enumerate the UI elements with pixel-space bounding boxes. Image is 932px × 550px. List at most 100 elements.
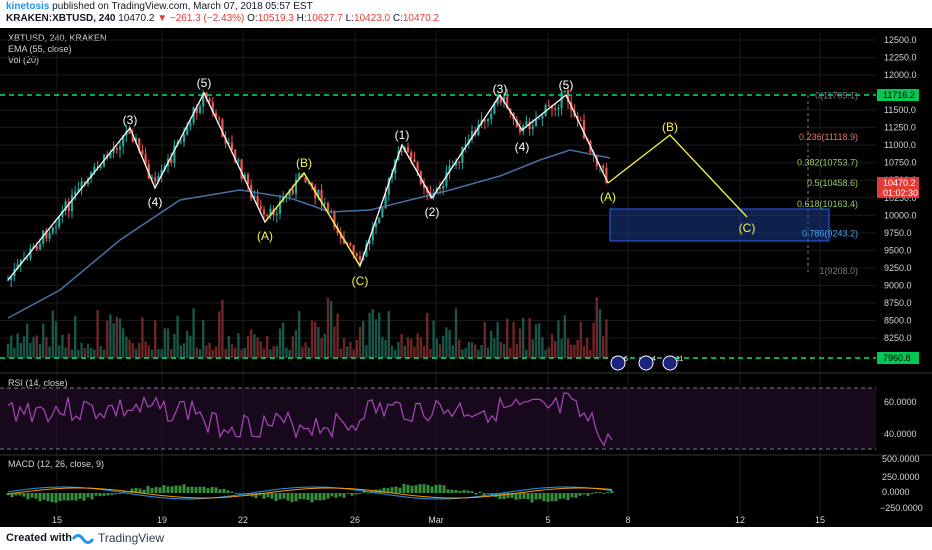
macd-bar xyxy=(82,493,86,501)
macd-pane: MACD (12, 26, close, 9) 500.0000 250.000… xyxy=(6,454,923,513)
macd-bar xyxy=(158,487,162,493)
volume-bar xyxy=(170,348,173,358)
volume-bar xyxy=(307,347,310,358)
symbol-label: KRAKEN:XBTUSD, 240 xyxy=(6,13,116,24)
macd-bar xyxy=(454,490,458,493)
candle-body xyxy=(189,122,192,127)
macd-bar xyxy=(254,493,258,499)
macd-bar xyxy=(154,486,158,493)
volume-bar xyxy=(371,309,374,358)
candle-body xyxy=(307,182,310,184)
volume-bar xyxy=(195,347,198,358)
candle-body xyxy=(496,96,499,104)
volume-bar xyxy=(154,320,157,358)
macd-bar xyxy=(50,493,54,503)
rsi-pane: RSI (14, close) 60.0000 40.0000 xyxy=(0,378,917,450)
time-tick: 26 xyxy=(350,515,360,525)
candle-body xyxy=(29,248,32,259)
volume-bar xyxy=(179,345,182,358)
candle-body xyxy=(400,151,403,153)
volume-bar xyxy=(38,343,42,358)
elliott-wave-path[interactable] xyxy=(7,91,609,281)
wave-label: (A) xyxy=(600,190,616,204)
candle-body xyxy=(275,213,278,216)
volume-bar xyxy=(128,339,131,358)
volume-bar xyxy=(557,320,560,358)
macd-bar xyxy=(190,486,194,493)
macd-bar xyxy=(522,493,526,499)
macd-bar xyxy=(486,493,490,494)
legend-vol: Vol (20) xyxy=(8,55,39,65)
volume-bar xyxy=(368,312,371,358)
volume-bar xyxy=(358,326,362,358)
volume-bar xyxy=(202,319,205,358)
macd-bar xyxy=(194,487,198,493)
correction-wave-1[interactable] xyxy=(264,171,361,267)
volume-bar xyxy=(493,338,496,358)
macd-bar xyxy=(390,487,394,493)
candle-body xyxy=(77,188,80,192)
macd-bar xyxy=(558,493,562,500)
candle-body xyxy=(381,208,384,218)
volume-bar xyxy=(406,337,410,358)
candle-body xyxy=(224,137,227,144)
volume-bar xyxy=(544,349,547,358)
volume-bar xyxy=(576,339,579,358)
price-tick: 11500.0 xyxy=(884,105,916,115)
macd-bar xyxy=(382,487,386,493)
volume-bar xyxy=(80,342,83,358)
open-label: O: xyxy=(247,13,258,24)
tradingview-brand[interactable]: TradingView xyxy=(98,531,165,545)
volume-bar xyxy=(426,313,429,358)
flag-icon[interactable] xyxy=(638,355,654,371)
event-flags[interactable]: 6 4 11 xyxy=(610,355,683,371)
candle-body xyxy=(563,90,566,92)
price-tick: 12250.0 xyxy=(884,53,917,63)
close-value: 10470.2 xyxy=(402,13,440,24)
macd-bar xyxy=(262,493,266,499)
candle-body xyxy=(326,202,330,212)
candle-body xyxy=(198,106,202,113)
volume-bar xyxy=(64,347,67,358)
wave-label: (B) xyxy=(662,120,678,134)
candle-body xyxy=(490,113,493,119)
volume-bar xyxy=(32,336,35,358)
trading-chart[interactable]: XBTUSD, 240, KRAKEN EMA (55, close) Vol … xyxy=(0,28,932,527)
fib-target-zone[interactable] xyxy=(609,208,830,242)
volume-bar xyxy=(429,348,432,358)
projected-wave[interactable] xyxy=(607,134,748,218)
macd-bar xyxy=(18,493,22,496)
macd-bar xyxy=(398,487,402,493)
candle-body xyxy=(35,246,38,250)
candle-body xyxy=(234,149,237,162)
fib-label: 0.236(11118.9) xyxy=(799,132,858,142)
volume-bar xyxy=(413,346,416,358)
volume-bar xyxy=(16,333,19,358)
macd-bar xyxy=(114,493,118,495)
macd-bar xyxy=(30,493,34,498)
flag-icon[interactable] xyxy=(610,355,626,371)
macd-bar xyxy=(466,490,470,493)
volume-bar xyxy=(326,297,330,358)
volume-bar xyxy=(365,345,368,358)
flag-icon[interactable] xyxy=(662,355,678,371)
wave-label: (B) xyxy=(296,156,312,170)
macd-bar xyxy=(470,491,474,493)
macd-bar xyxy=(306,493,310,500)
candle-body xyxy=(477,124,480,136)
macd-bar xyxy=(42,493,46,500)
volume-bar xyxy=(403,345,406,358)
candle-body xyxy=(64,201,67,211)
candle-body xyxy=(486,118,490,122)
wave-label: (3) xyxy=(123,113,138,127)
candle-body xyxy=(253,196,256,199)
author-link[interactable]: kinetosis xyxy=(6,1,50,12)
support-price-text: 7960.8 xyxy=(883,353,911,363)
candle-body xyxy=(218,118,221,120)
volume-bar xyxy=(61,334,64,358)
candle-body xyxy=(291,189,294,194)
volume-bar xyxy=(346,346,349,358)
time-axis[interactable]: 15 19 22 26 Mar 5 8 12 15 xyxy=(52,515,825,525)
volume-bar xyxy=(506,318,509,358)
fib-label: 1(9208.0) xyxy=(819,266,858,276)
